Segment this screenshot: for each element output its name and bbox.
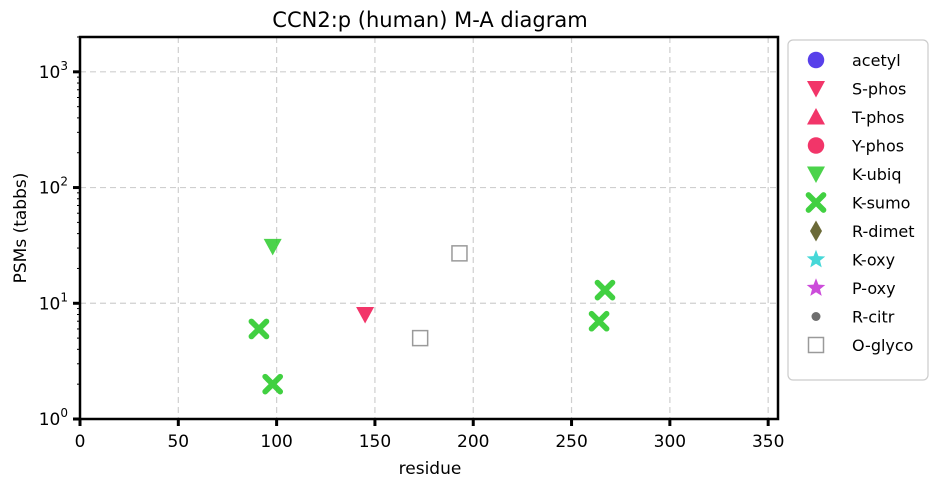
- x-tick-label: 50: [167, 432, 189, 452]
- y-axis-label: PSMs (tabbs): [11, 173, 31, 284]
- point-s-phos: [356, 306, 375, 324]
- chart-title: CCN2:p (human) M-A diagram: [272, 8, 587, 32]
- legend-item: K-sumo: [805, 192, 910, 213]
- plot-frame: [78, 35, 780, 421]
- x-axis: 0 50 100 150 200 250 300 350: [75, 419, 784, 452]
- legend-item: P-oxy: [806, 278, 896, 298]
- legend-marker: [807, 166, 825, 183]
- point-k-sumo: [588, 310, 610, 332]
- legend-marker: [806, 278, 826, 296]
- legend-item: R-citr: [811, 308, 895, 327]
- legend-label: acetyl: [852, 51, 901, 70]
- x-tick-label: 100: [260, 432, 292, 452]
- data-points: [248, 238, 616, 395]
- legend-label: S-phos: [852, 80, 906, 99]
- legend-label: K-sumo: [852, 194, 910, 213]
- legend-item: O-glyco: [807, 336, 913, 355]
- legend-marker: [807, 137, 825, 154]
- point-k-ubiq: [263, 238, 282, 256]
- legend-marker: [806, 249, 826, 268]
- x-tick-label: 350: [752, 432, 784, 452]
- legend-item: T-phos: [807, 108, 905, 127]
- point-k-sumo: [262, 373, 284, 395]
- x-tick-label: 250: [555, 432, 587, 452]
- legend-label: T-phos: [851, 108, 905, 127]
- point-o-glyco: [411, 329, 429, 347]
- point-o-glyco: [451, 245, 468, 262]
- x-axis-label: residue: [399, 459, 462, 479]
- legend-label: R-dimet: [852, 222, 915, 241]
- legend-marker: [807, 81, 825, 98]
- y-tick-label: 102: [39, 175, 68, 199]
- legend-item: Y-phos: [807, 137, 904, 156]
- legend-item: S-phos: [807, 80, 906, 99]
- legend-label: P-oxy: [852, 279, 896, 298]
- legend-marker: [807, 108, 825, 125]
- x-tick-label: 0: [75, 432, 86, 452]
- legend-marker: [807, 51, 825, 69]
- y-tick-label: 100: [39, 406, 68, 430]
- y-tick-label: 103: [39, 59, 68, 83]
- x-tick-label: 150: [359, 432, 391, 452]
- legend-label: K-oxy: [852, 251, 895, 270]
- x-tick-label: 200: [457, 432, 489, 452]
- legend-label: K-ubiq: [852, 165, 901, 184]
- y-tick-label: 101: [39, 290, 68, 314]
- legend-marker: [807, 336, 825, 354]
- y-axis: 100 101 102 103: [39, 36, 80, 430]
- point-k-sumo: [248, 318, 270, 340]
- legend-marker: [810, 220, 822, 242]
- legend-marker: [805, 192, 827, 213]
- legend-item: K-oxy: [806, 249, 895, 270]
- grid: [80, 37, 778, 419]
- legend-item: R-dimet: [810, 220, 915, 242]
- point-k-sumo: [594, 279, 616, 301]
- legend-box: [787, 39, 929, 381]
- legend-label: Y-phos: [851, 137, 904, 156]
- legend-label: R-citr: [852, 308, 895, 327]
- legend-item: K-ubiq: [807, 165, 901, 184]
- legend-item: acetyl: [807, 51, 901, 70]
- legend: acetyl S-phos T-phos Y-phos K-ubiq K-sumo R-di…: [787, 39, 929, 381]
- legend-marker: [811, 312, 821, 321]
- x-tick-label: 300: [654, 432, 686, 452]
- legend-label: O-glyco: [852, 336, 913, 355]
